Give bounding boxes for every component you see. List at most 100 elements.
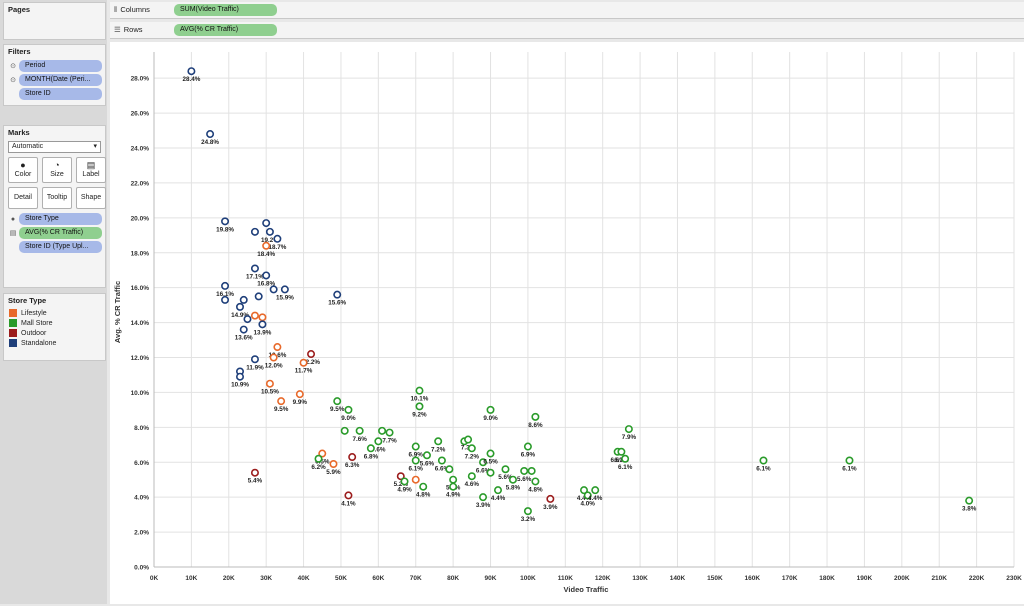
data-point[interactable]: [467, 472, 476, 481]
data-point[interactable]: [273, 234, 282, 243]
filter-month[interactable]: ⊙ MONTH(Date (Peri...: [7, 74, 102, 86]
size-button[interactable]: ◔ Size: [42, 157, 72, 183]
data-point[interactable]: [295, 390, 304, 399]
marks-field-store-id[interactable]: Store ID (Type Upl...: [7, 241, 102, 253]
filter-pill[interactable]: Store ID: [19, 88, 102, 100]
data-point[interactable]: [265, 227, 274, 236]
data-point[interactable]: [437, 456, 446, 465]
data-point[interactable]: [265, 379, 274, 388]
data-point[interactable]: [467, 444, 476, 453]
data-point[interactable]: [531, 412, 540, 421]
data-point[interactable]: [355, 426, 364, 435]
data-point[interactable]: [479, 493, 488, 502]
data-point[interactable]: [269, 353, 278, 362]
data-point[interactable]: [546, 494, 555, 503]
data-point[interactable]: [464, 435, 473, 444]
mark-type-dropdown[interactable]: Automatic ▾: [8, 141, 101, 153]
data-point[interactable]: [344, 405, 353, 414]
data-point[interactable]: [250, 355, 259, 364]
detail-button[interactable]: Detail: [8, 187, 38, 209]
data-point[interactable]: [493, 486, 502, 495]
data-point[interactable]: [415, 402, 424, 411]
data-point[interactable]: [206, 130, 215, 139]
data-point[interactable]: [299, 358, 308, 367]
marks-field-avg-cr[interactable]: ▤ AVG(% CR Traffic): [7, 227, 102, 239]
data-point[interactable]: [250, 227, 259, 236]
data-point[interactable]: [366, 444, 375, 453]
filter-period[interactable]: ⊙ Period: [7, 60, 102, 72]
data-point[interactable]: [262, 241, 271, 250]
marks-field-pill[interactable]: Store ID (Type Upl...: [19, 241, 102, 253]
marks-field-store-type[interactable]: ● Store Type: [7, 213, 102, 225]
data-point[interactable]: [254, 292, 263, 301]
data-point[interactable]: [239, 295, 248, 304]
data-point[interactable]: [262, 271, 271, 280]
data-point[interactable]: [221, 217, 230, 226]
tooltip-button[interactable]: Tooltip: [42, 187, 72, 209]
data-point[interactable]: [396, 472, 405, 481]
data-point[interactable]: [422, 451, 431, 460]
data-point[interactable]: [434, 437, 443, 446]
data-point[interactable]: [385, 428, 394, 437]
scatter-chart[interactable]: 0.0% 2.0% 4.0% 6.0% 8.0% 10.0% 12.0% 14.0% 16.0%…: [110, 42, 1024, 604]
data-point[interactable]: [250, 468, 259, 477]
marks-field-pill[interactable]: Store Type: [19, 213, 102, 225]
data-point[interactable]: [250, 264, 259, 273]
data-point[interactable]: [258, 320, 267, 329]
data-point[interactable]: [501, 465, 510, 474]
data-point[interactable]: [374, 437, 383, 446]
marks-field-pill[interactable]: AVG(% CR Traffic): [19, 227, 102, 239]
data-point[interactable]: [445, 465, 454, 474]
data-point[interactable]: [419, 482, 428, 491]
data-point[interactable]: [378, 426, 387, 435]
data-point[interactable]: [269, 285, 278, 294]
rows-pill[interactable]: AVG(% CR Traffic): [174, 24, 277, 36]
data-point[interactable]: [520, 466, 529, 475]
data-point[interactable]: [759, 456, 768, 465]
data-point[interactable]: [273, 343, 282, 352]
data-point[interactable]: [277, 397, 286, 406]
data-point[interactable]: [348, 453, 357, 462]
data-point[interactable]: [583, 491, 592, 500]
columns-shelf[interactable]: ⦀ Columns SUM(Video Traffic): [110, 2, 1024, 19]
data-point[interactable]: [621, 454, 630, 463]
shape-button[interactable]: Shape: [76, 187, 106, 209]
data-point[interactable]: [221, 295, 230, 304]
data-point[interactable]: [340, 426, 349, 435]
color-button[interactable]: ● Color: [8, 157, 38, 183]
data-point[interactable]: [280, 285, 289, 294]
data-points[interactable]: 28.4% 24.8% 19.8% 19.2%18.7%18.4% 17.1%16.8%…: [182, 67, 977, 523]
legend-item-mall-store[interactable]: Mall Store: [9, 319, 100, 327]
data-point[interactable]: [508, 475, 517, 484]
data-point[interactable]: [617, 447, 626, 456]
legend-item-lifestyle[interactable]: Lifestyle: [9, 309, 100, 317]
data-point[interactable]: [262, 219, 271, 228]
data-point[interactable]: [523, 442, 532, 451]
data-point[interactable]: [965, 496, 974, 505]
data-point[interactable]: [239, 325, 248, 334]
data-point[interactable]: [333, 290, 342, 299]
filter-store-id[interactable]: Store ID: [7, 88, 102, 100]
filter-pill[interactable]: Period: [19, 60, 102, 72]
rows-shelf[interactable]: ☰ Rows AVG(% CR Traffic): [110, 22, 1024, 39]
data-point[interactable]: [579, 486, 588, 495]
data-point[interactable]: [344, 491, 353, 500]
data-point[interactable]: [187, 67, 196, 76]
columns-pill[interactable]: SUM(Video Traffic): [174, 4, 277, 16]
data-point[interactable]: [221, 281, 230, 290]
data-point[interactable]: [318, 449, 327, 458]
data-point[interactable]: [531, 477, 540, 486]
data-point[interactable]: [449, 475, 458, 484]
data-point[interactable]: [250, 311, 259, 320]
data-point[interactable]: [411, 456, 420, 465]
data-point[interactable]: [486, 468, 495, 477]
legend-item-outdoor[interactable]: Outdoor: [9, 329, 100, 337]
data-point[interactable]: [243, 315, 252, 324]
data-point[interactable]: [479, 458, 488, 467]
data-point[interactable]: [624, 425, 633, 434]
data-point[interactable]: [307, 350, 316, 359]
data-point[interactable]: [400, 477, 409, 486]
data-point[interactable]: [314, 454, 323, 463]
data-point[interactable]: [236, 372, 245, 381]
data-point[interactable]: [845, 456, 854, 465]
